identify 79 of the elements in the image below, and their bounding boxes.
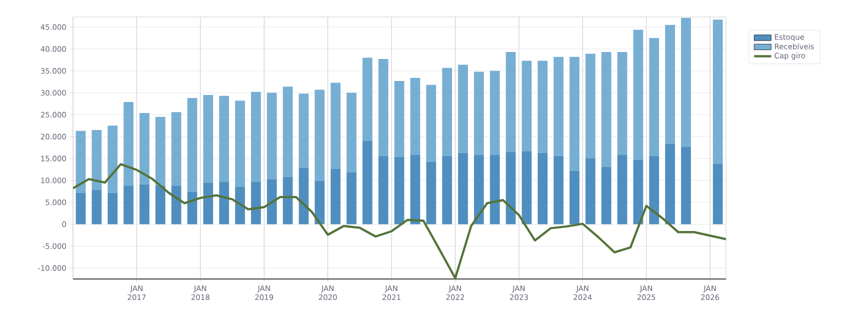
bar (140, 112, 150, 184)
bar (681, 18, 691, 147)
bar (490, 155, 500, 224)
bar (219, 96, 230, 182)
bar (314, 180, 325, 224)
bar (108, 126, 118, 193)
bar (76, 130, 86, 193)
bar (203, 94, 214, 184)
bar (458, 152, 468, 224)
bar (570, 56, 580, 171)
bar (330, 169, 341, 224)
bar (633, 30, 644, 160)
bar (474, 155, 484, 224)
bar (346, 92, 356, 172)
bar (92, 130, 102, 190)
bar (251, 92, 261, 182)
bar (458, 64, 468, 153)
bar (282, 176, 293, 224)
bar (171, 112, 182, 186)
bar (362, 58, 372, 141)
bar (266, 179, 277, 224)
bar (203, 183, 214, 224)
bar (108, 192, 118, 224)
bar (187, 98, 198, 192)
bar (266, 92, 277, 180)
bar (601, 52, 612, 167)
bar (410, 78, 420, 156)
bar (124, 186, 134, 224)
bar (426, 84, 436, 162)
bar (570, 170, 580, 224)
bar (712, 164, 723, 224)
bar (554, 56, 564, 156)
bar (649, 38, 660, 156)
bar (378, 59, 388, 156)
bar (298, 94, 309, 168)
bar (681, 146, 691, 224)
bar (585, 158, 596, 224)
bar (601, 166, 612, 224)
bar (617, 155, 628, 224)
bar (235, 186, 245, 224)
bar (330, 82, 341, 170)
bar (617, 52, 628, 156)
bar (538, 60, 548, 153)
bar (92, 190, 102, 224)
bar (394, 80, 404, 157)
bar (171, 186, 182, 224)
bar (665, 144, 675, 224)
bar (251, 182, 261, 224)
bar (314, 90, 325, 181)
bar (298, 168, 309, 224)
bar (522, 60, 532, 152)
bar (235, 100, 245, 187)
bar (554, 156, 564, 224)
bar (410, 155, 420, 224)
bar (649, 156, 660, 224)
bar (155, 116, 166, 186)
bar (346, 172, 356, 224)
bar (712, 20, 723, 164)
bar (538, 152, 548, 224)
bar (522, 151, 532, 224)
bar (426, 162, 436, 224)
bar (633, 160, 644, 224)
bar (378, 156, 388, 224)
bar (124, 102, 134, 186)
bar (490, 70, 500, 156)
bar (219, 182, 230, 224)
bar (362, 140, 372, 224)
bar (442, 68, 452, 156)
bar (474, 72, 484, 156)
bar (282, 86, 293, 177)
bar (665, 24, 675, 144)
bar (394, 156, 404, 224)
bar (506, 152, 516, 224)
bar (506, 52, 516, 152)
bar (155, 186, 166, 224)
bar (585, 54, 596, 158)
bar (76, 192, 86, 224)
bar (140, 184, 150, 224)
bar (442, 156, 452, 224)
